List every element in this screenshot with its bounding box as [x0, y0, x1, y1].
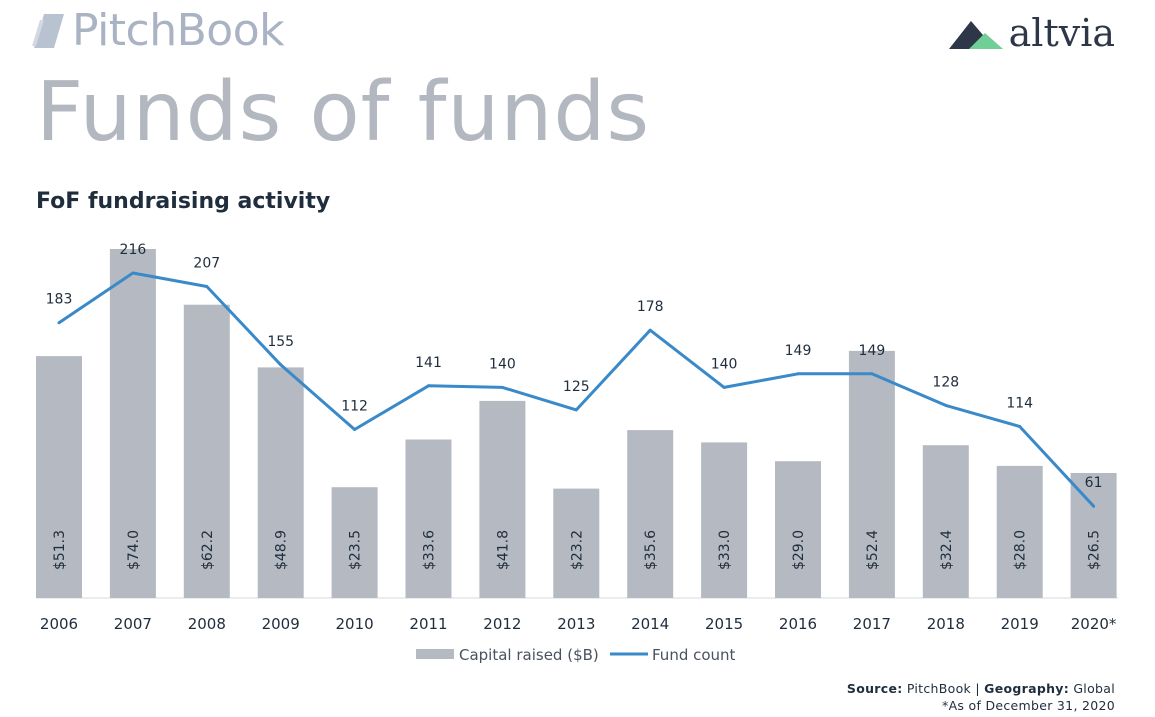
bar-2012 [479, 400, 526, 598]
fund-count-label: 112 [341, 399, 368, 415]
fund-count-label: 114 [1006, 396, 1033, 412]
chart-legend: Capital raised ($B) Fund count [416, 646, 736, 664]
x-tick-label: 2008 [188, 615, 226, 633]
bar-value-label: $35.6 [643, 530, 659, 570]
as-of-note: *As of December 31, 2020 [942, 698, 1115, 713]
x-tick-label: 2017 [853, 615, 891, 633]
source-note: Source: PitchBook | Geography: Global *A… [847, 680, 1115, 714]
legend-bar-label: Capital raised ($B) [459, 646, 599, 664]
altvia-logo: altvia [947, 10, 1115, 56]
bar-2008 [183, 304, 230, 598]
bar-2020 [1070, 473, 1117, 598]
chart-title: FoF fundraising activity [36, 189, 331, 214]
bar-2010 [331, 487, 378, 598]
bar-2016 [775, 461, 821, 598]
x-tick-label: 2006 [40, 615, 78, 633]
x-tick-label: 2018 [927, 615, 965, 633]
x-tick-label: 2012 [483, 615, 521, 633]
x-tick-label: 2009 [262, 615, 300, 633]
bar-value-label: $26.5 [1087, 530, 1103, 570]
bar-2006 [36, 356, 82, 598]
bar-2019 [996, 465, 1043, 598]
geography-label: Geography: [984, 681, 1070, 696]
fund-count-label: 149 [859, 343, 886, 359]
x-tick-label: 2011 [409, 615, 447, 633]
bar-value-label: $32.4 [939, 530, 955, 570]
fund-count-point [131, 271, 135, 275]
bar-value-label: $33.0 [717, 530, 733, 570]
bar-value-label: $74.0 [126, 530, 142, 570]
bar-value-label: $33.6 [422, 530, 438, 570]
bar-value-label: $62.2 [200, 530, 216, 570]
bar-2011 [405, 439, 452, 598]
fund-count-label: 61 [1085, 475, 1103, 491]
fund-count-point [279, 363, 283, 367]
fund-count-point [500, 385, 504, 389]
fund-count-point [1092, 504, 1096, 508]
fund-count-label: 140 [489, 356, 516, 372]
bar-2013 [553, 488, 600, 598]
legend-bar-swatch [416, 649, 454, 659]
fund-count-point [796, 372, 800, 376]
x-tick-label: 2019 [1001, 615, 1039, 633]
bar-2018 [922, 445, 969, 598]
fund-count-point [205, 285, 209, 288]
bar-2015 [701, 442, 748, 598]
fund-count-label: 207 [193, 256, 220, 272]
altvia-mountain-icon [948, 21, 1003, 49]
bar-value-label: $51.3 [52, 530, 68, 570]
altvia-wordmark: altvia [1008, 11, 1115, 55]
fund-count-label: 125 [563, 379, 590, 395]
bar-value-label: $23.2 [569, 530, 585, 570]
fund-count-point [353, 428, 357, 431]
fund-count-label: 141 [415, 355, 442, 371]
bar-value-label: $28.0 [1013, 530, 1029, 570]
source-line: Source: PitchBook | Geography: Global [847, 680, 1115, 697]
fund-count-label: 140 [711, 356, 738, 372]
pitchbook-book-icon [32, 14, 64, 48]
fund-count-point [722, 385, 726, 389]
x-tick-label: 2014 [631, 615, 669, 633]
bar-value-label: $48.9 [274, 530, 290, 570]
x-tick-label: 2020* [1071, 615, 1117, 633]
fund-count-point [427, 384, 430, 388]
geography-value: Global [1073, 681, 1115, 696]
source-value: PitchBook [906, 681, 972, 696]
fund-count-label: 155 [267, 334, 294, 350]
x-tick-label: 2007 [114, 615, 152, 633]
fund-count-point [57, 321, 61, 325]
x-tick-label: 2010 [336, 615, 374, 633]
x-tick-label: 2016 [779, 615, 817, 633]
fund-count-label: 183 [46, 292, 73, 308]
fund-count-label: 149 [785, 343, 812, 359]
bar-2009 [257, 367, 304, 598]
fund-count-point [1018, 425, 1022, 428]
x-tick-label: 2013 [557, 615, 595, 633]
pitchbook-logo: PitchBook [30, 4, 285, 56]
fund-count-label: 216 [120, 242, 147, 258]
page-title: Funds of funds [36, 65, 651, 160]
fund-count-label: 178 [637, 299, 664, 315]
fund-count-point [944, 403, 948, 407]
bar-value-label: $23.5 [348, 530, 364, 570]
source-separator: | [975, 681, 980, 696]
bar-2014 [627, 430, 674, 598]
bar-value-label: $41.8 [495, 530, 511, 570]
pitchbook-wordmark: PitchBook [72, 4, 285, 56]
bar-value-label: $29.0 [791, 530, 807, 570]
fund-count-point [648, 328, 652, 332]
fund-count-point [870, 372, 874, 376]
bar-2007 [109, 249, 156, 598]
bar-value-label: $52.4 [865, 530, 881, 570]
x-tick-label: 2015 [705, 615, 743, 633]
fund-count-label: 128 [932, 374, 959, 390]
fund-count-point [574, 408, 578, 412]
source-label: Source: [846, 681, 903, 696]
bar-2017 [848, 350, 895, 598]
legend-line-label: Fund count [652, 646, 736, 664]
